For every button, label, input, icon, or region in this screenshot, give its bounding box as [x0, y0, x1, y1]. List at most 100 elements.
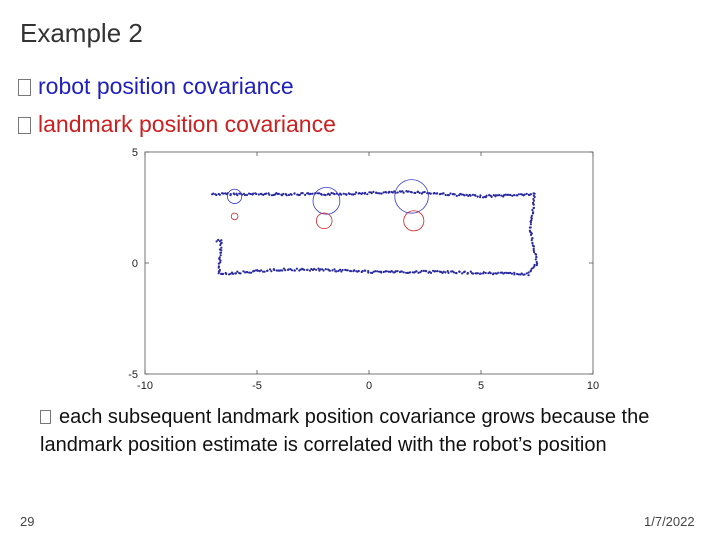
trajectory-point — [352, 270, 355, 273]
trajectory-point — [248, 271, 251, 274]
trajectory-point — [255, 269, 258, 272]
trajectory-point — [532, 249, 535, 252]
trajectory-point — [229, 193, 232, 196]
trajectory-point — [224, 271, 227, 275]
trajectory-point — [513, 194, 516, 197]
trajectory-point — [453, 193, 456, 196]
trajectory-point — [333, 193, 336, 196]
trajectory-point — [529, 233, 533, 237]
trajectory-point — [330, 191, 333, 195]
trajectory-point — [476, 195, 479, 198]
trajectory-point — [402, 191, 405, 194]
trajectory-point — [301, 192, 304, 195]
trajectory-point — [532, 197, 535, 201]
trajectory-point — [247, 192, 251, 195]
robot-covariance-ellipse — [227, 188, 243, 204]
trajectory-point — [388, 190, 391, 193]
trajectory-point — [532, 199, 535, 202]
trajectory-point — [449, 192, 452, 195]
trajectory-point — [331, 269, 334, 272]
trajectory-point — [494, 272, 497, 275]
trajectory-point — [461, 272, 464, 275]
trajectory-point — [218, 240, 221, 243]
trajectory-point — [533, 195, 536, 199]
trajectory-point — [215, 240, 218, 243]
trajectory-point — [218, 193, 221, 196]
trajectory-point — [380, 192, 383, 195]
trajectory-point — [529, 269, 532, 272]
trajectory-point — [234, 272, 237, 275]
trajectory-point — [219, 251, 222, 254]
trajectory-point — [438, 270, 441, 273]
slide-date: 1/7/2022 — [644, 514, 695, 529]
trajectory-point — [446, 270, 449, 273]
trajectory-point — [474, 194, 477, 197]
trajectory-point — [363, 269, 366, 272]
trajectory-point — [275, 269, 278, 272]
trajectory-point — [287, 193, 290, 197]
trajectory-point — [444, 193, 447, 197]
trajectory-point — [527, 271, 530, 274]
trajectory-point — [298, 269, 301, 272]
trajectory-point — [358, 192, 361, 195]
checkbox-bullet-icon — [18, 79, 31, 96]
trajectory-point — [328, 193, 331, 196]
trajectory-point — [531, 209, 534, 212]
trajectory-point — [244, 194, 247, 197]
trajectory-point — [298, 193, 301, 196]
trajectory-point — [249, 192, 252, 196]
y-tick-label: 5 — [132, 147, 138, 159]
trajectory-point — [212, 192, 215, 195]
bullet-robot-covariance: robot position covariance — [18, 73, 294, 100]
trajectory-point — [490, 195, 493, 198]
trajectory-point — [532, 245, 536, 248]
trajectory-point — [334, 270, 337, 273]
trajectory-point — [516, 194, 519, 197]
trajectory-point — [282, 192, 285, 195]
trajectory-point — [360, 270, 363, 274]
trajectory-point — [466, 272, 469, 275]
trajectory-point — [367, 270, 370, 273]
trajectory-point — [375, 191, 378, 194]
trajectory-point — [407, 190, 410, 193]
trajectory-point — [419, 271, 422, 274]
trajectory-point — [519, 273, 522, 276]
trajectory-point — [447, 271, 450, 274]
trajectory-point — [252, 192, 255, 195]
trajectory-point — [340, 193, 343, 196]
trajectory-point — [455, 194, 458, 197]
trajectory-point — [422, 269, 425, 272]
sub-bullet-text: each subsequent landmark position covari… — [40, 406, 650, 456]
trajectory-point — [532, 266, 535, 269]
trajectory-point — [352, 193, 355, 196]
trajectory-point — [509, 271, 512, 274]
trajectory-point — [277, 192, 280, 195]
trajectory-point — [290, 193, 293, 196]
trajectory-point — [405, 271, 408, 274]
trajectory-point — [273, 193, 277, 196]
trajectory-point — [255, 192, 258, 196]
trajectory-point — [269, 268, 272, 271]
trajectory-point — [370, 192, 373, 195]
trajectory-point — [471, 193, 474, 196]
trajectory-point — [220, 241, 223, 244]
trajectory-point — [497, 271, 500, 274]
trajectory-point — [270, 194, 274, 197]
covariance-plot: -10 -5 0 5 10-505 — [128, 147, 599, 392]
checkbox-bullet-icon — [40, 410, 51, 424]
trajectory-point — [236, 194, 239, 197]
trajectory-point — [492, 273, 495, 276]
trajectory-point — [458, 270, 461, 273]
trajectory-point — [342, 192, 345, 195]
trajectory-point — [233, 193, 236, 196]
trajectory-point — [366, 193, 369, 196]
trajectory-point — [245, 193, 249, 197]
trajectory-point — [393, 190, 396, 193]
trajectory-point — [427, 271, 430, 274]
trajectory-point — [532, 203, 535, 206]
trajectory-point — [244, 271, 247, 274]
trajectory-point — [413, 271, 416, 274]
trajectory-point — [327, 268, 330, 271]
trajectory-point — [411, 271, 414, 274]
trajectory-point — [482, 272, 485, 275]
